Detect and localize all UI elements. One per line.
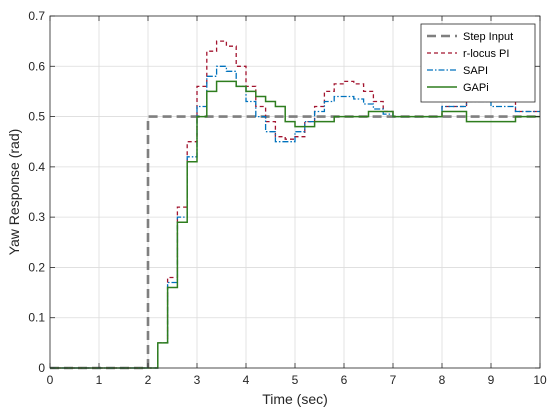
y-tick-label: 0.2: [28, 260, 45, 274]
legend-label: r-locus PI: [463, 48, 509, 60]
x-tick-label: 8: [439, 373, 446, 387]
y-tick-label: 0.5: [28, 110, 45, 124]
x-tick-label: 0: [47, 373, 54, 387]
legend-label: GAPi: [463, 82, 489, 94]
x-tick-label: 3: [194, 373, 201, 387]
legend-label: SAPI: [463, 65, 488, 77]
x-tick-label: 6: [341, 373, 348, 387]
legend-box: [420, 23, 536, 103]
y-tick-label: 0.7: [28, 9, 45, 23]
series-line-gapi: [50, 80, 540, 369]
x-tick-label: 1: [96, 373, 103, 387]
x-tick-label: 10: [533, 373, 547, 387]
y-tick-label: 0.3: [28, 210, 45, 224]
series-line-sapi: [50, 65, 540, 369]
x-tick-label: 5: [292, 373, 299, 387]
y-tick-label: 0.6: [28, 59, 45, 73]
legend-label: Step Input: [463, 31, 513, 43]
x-tick-label: 9: [488, 373, 495, 387]
y-tick-label: 0: [38, 361, 45, 375]
y-axis-label: Yaw Response (rad): [6, 129, 22, 256]
y-tick-label: 0.4: [28, 160, 45, 174]
y-tick-label: 0.1: [28, 311, 45, 325]
legend: Step Input r-locus PI SAPI GAPi: [420, 23, 536, 103]
ticks: 0 1 2 3 4 5 6 7 8 9 10 0 0.1 0.2 0.3 0.4 0.5 0.6 0.7: [28, 9, 547, 387]
x-tick-label: 7: [390, 373, 397, 387]
x-axis-label: Time (sec): [262, 391, 328, 407]
x-tick-label: 2: [145, 373, 152, 387]
x-tick-label: 4: [243, 373, 250, 387]
